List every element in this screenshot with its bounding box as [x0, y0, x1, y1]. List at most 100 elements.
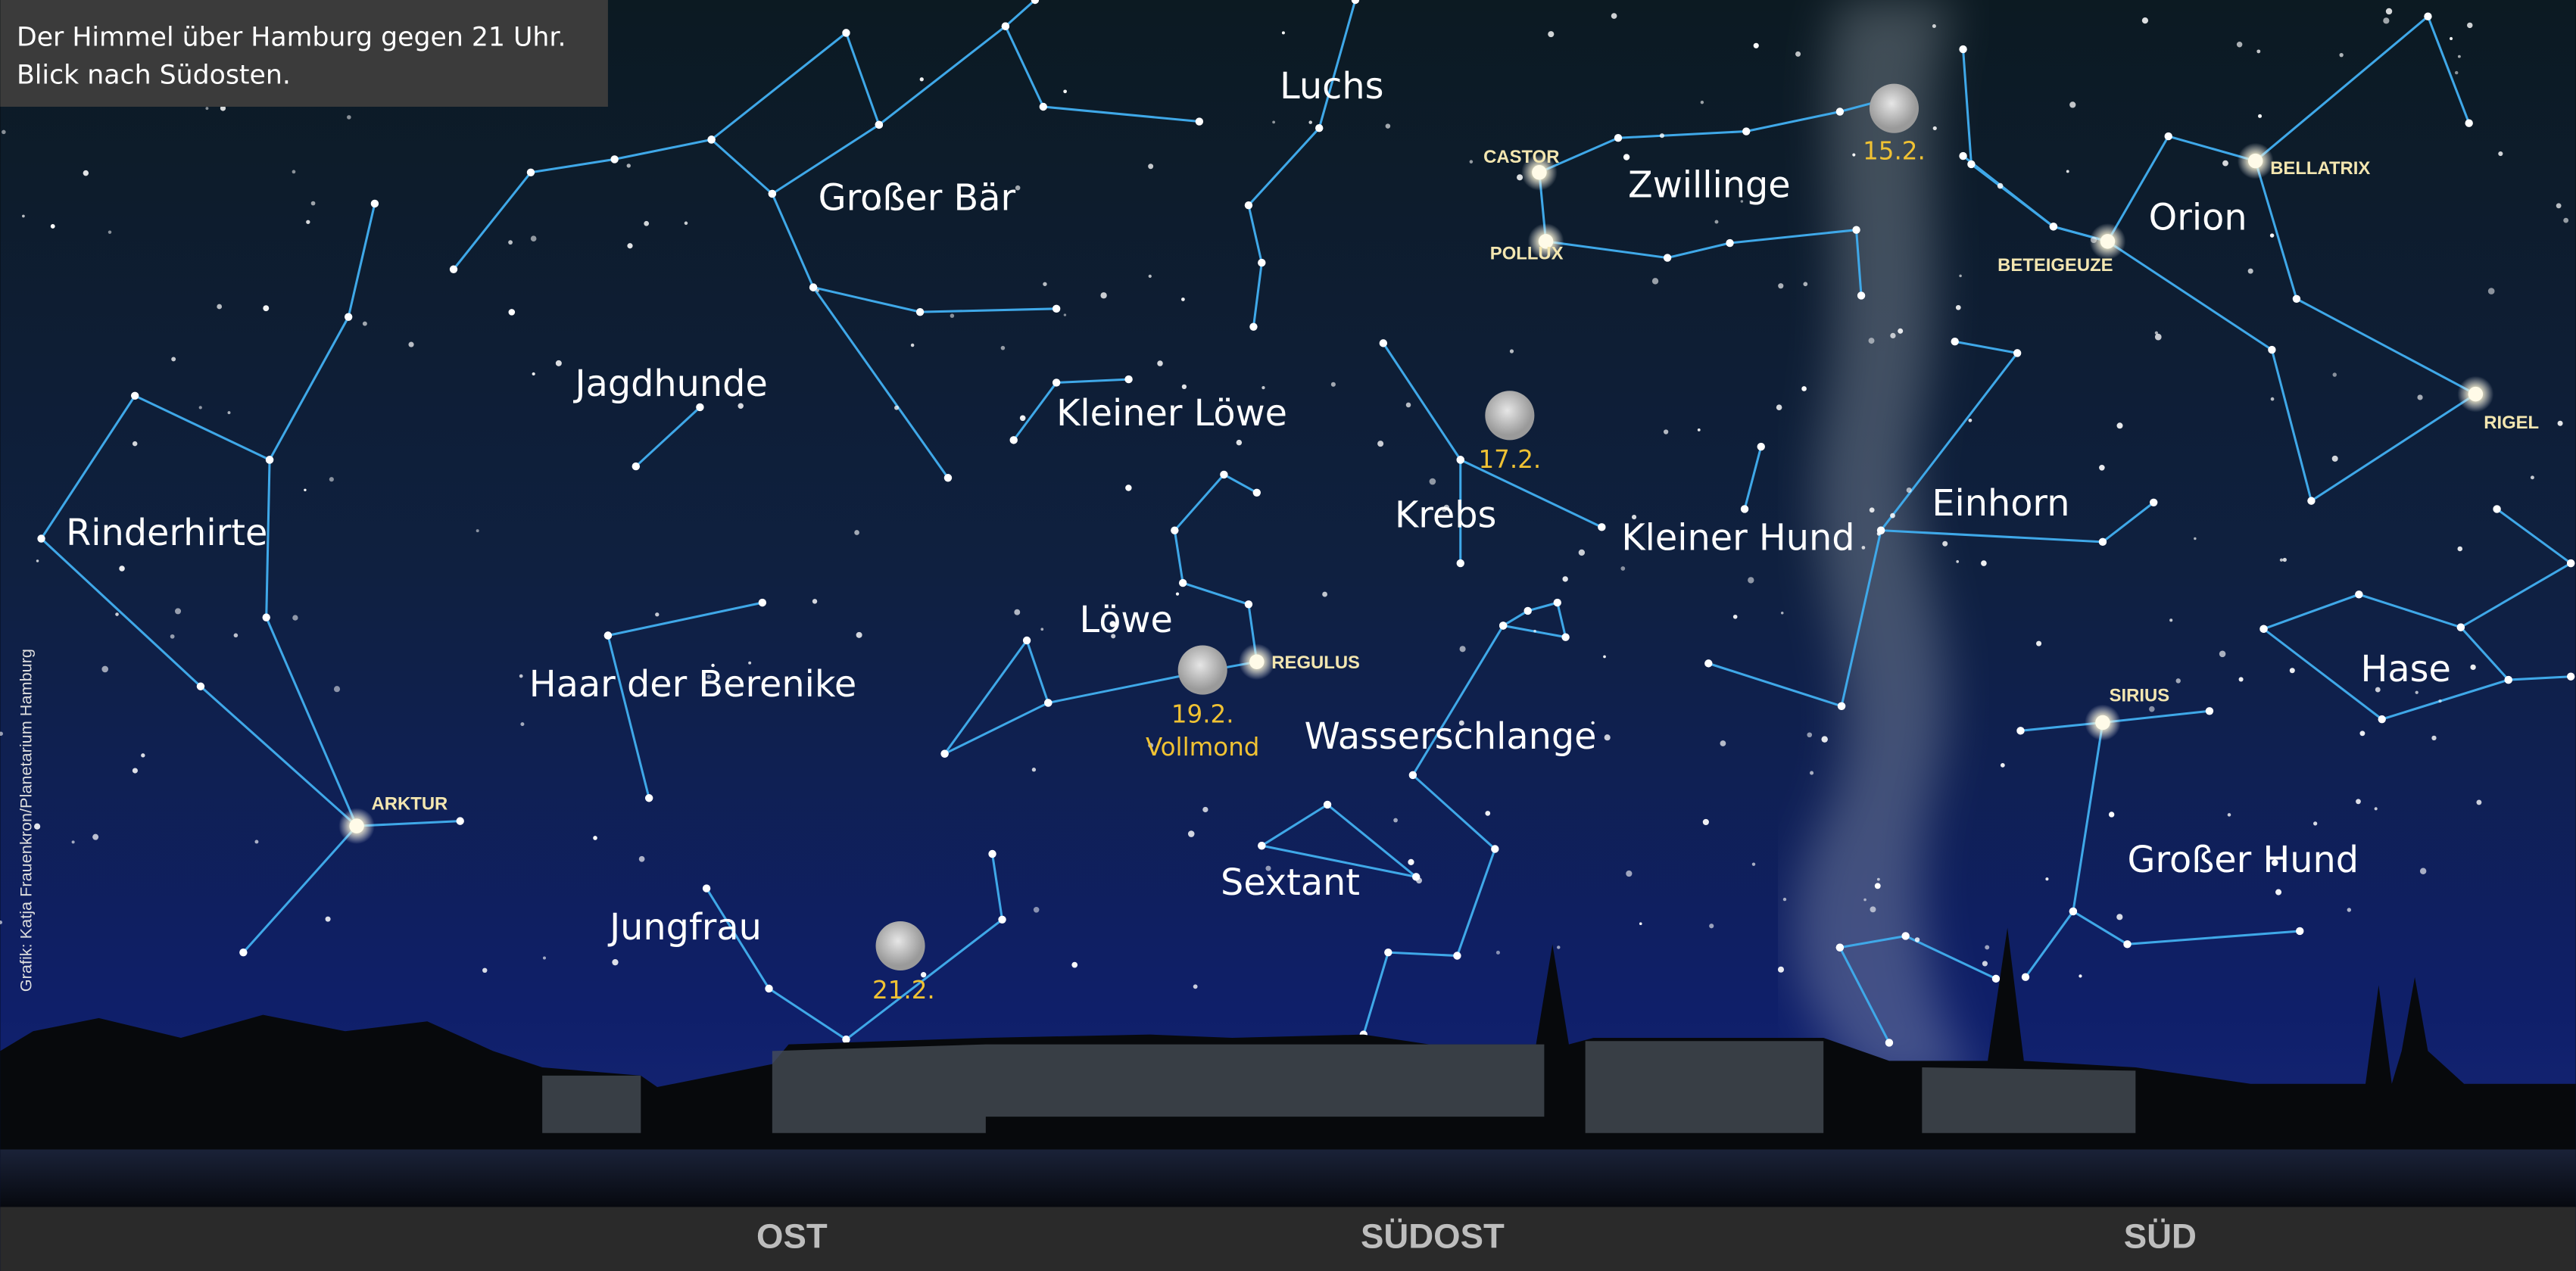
constellation-name: Haar der Berenike [529, 664, 856, 706]
star-dot [1453, 952, 1461, 959]
star-dot [1124, 375, 1132, 383]
star-dot [944, 474, 952, 481]
star-dot [141, 753, 145, 757]
moon-date: 21.2. [872, 976, 935, 1005]
star-dot [131, 392, 139, 400]
star-dot [2271, 397, 2275, 401]
constellation-name: Wasserschlange [1305, 716, 1597, 758]
star-dot [2470, 665, 2475, 670]
star-dot [1781, 612, 1784, 615]
star-dot [1258, 842, 1265, 849]
star-dot [2296, 927, 2303, 935]
star-dot [1457, 559, 1464, 567]
star-dot [2458, 55, 2461, 58]
constellation-name: Jagdhunde [573, 363, 768, 405]
star-dot [199, 406, 202, 409]
star-dot [527, 169, 535, 176]
constellation-name: Löwe [1080, 600, 1173, 641]
bright-star [2095, 715, 2110, 731]
star-label: BELLATRIX [2270, 158, 2370, 179]
star-dot [1579, 550, 1585, 556]
star-dot [1308, 120, 1312, 124]
star-dot [1176, 593, 1179, 596]
star-dot [345, 313, 352, 320]
star-dot [1408, 859, 1414, 865]
star-dot [2417, 394, 2422, 400]
star-dot [1701, 101, 1704, 104]
star-dot [37, 534, 45, 542]
star-dot [1875, 883, 1881, 889]
star-dot [2465, 119, 2472, 126]
star-dot [170, 634, 175, 639]
star-dot [2099, 538, 2107, 546]
star-dot [83, 170, 89, 176]
star-dot [1064, 313, 1066, 316]
star-dot [2069, 908, 2077, 915]
star-dot [1393, 818, 1398, 823]
star-dot [263, 613, 270, 621]
star-dot [2117, 422, 2123, 428]
star-dot [1406, 403, 1411, 408]
star-dot [1430, 478, 1436, 485]
star-dot [1742, 127, 1750, 135]
constellation-name: Hase [2361, 649, 2451, 690]
star-dot [911, 344, 915, 347]
star-dot [1869, 338, 1875, 344]
moon [876, 921, 925, 970]
star-dot [450, 266, 457, 273]
star-dot [1741, 505, 1748, 512]
constellation-name: Großer Bär [819, 178, 1016, 220]
star-dot [36, 559, 39, 562]
direction: SÜDOST [1361, 1217, 1505, 1256]
star-dot [2036, 641, 2041, 646]
star-dot [2556, 203, 2562, 208]
star-dot [2531, 475, 2534, 479]
star-dot [2378, 715, 2386, 723]
star-dot [2069, 101, 2075, 107]
star-dot [1561, 633, 1569, 640]
star-dot [816, 289, 819, 292]
star-dot [1149, 275, 1152, 278]
star-dot [1253, 489, 1261, 497]
star-dot [1801, 386, 1807, 391]
star-dot [2375, 807, 2378, 810]
star-dot [2355, 590, 2362, 598]
star-dot [1524, 607, 1532, 615]
star-dot [2313, 821, 2317, 825]
star-dot [1620, 566, 1625, 571]
constellation-name: Kleiner Hund [1621, 518, 1854, 559]
star-dot [1182, 385, 1187, 389]
direction: SÜD [2124, 1217, 2197, 1256]
star-dot [1499, 621, 1507, 629]
constellation-name: Krebs [1395, 494, 1496, 536]
star-dot [1324, 801, 1331, 808]
star-dot [2415, 691, 2419, 694]
star-dot [2563, 218, 2568, 223]
star-dot [2424, 12, 2431, 20]
star-dot [1157, 360, 1163, 366]
star-dot [2270, 233, 2274, 237]
star-dot [1664, 429, 1668, 434]
star-dot [1956, 560, 1959, 563]
star-dot [371, 200, 379, 207]
star-dot [809, 283, 817, 291]
star-dot [1237, 440, 1242, 445]
star-dot [2498, 151, 2503, 156]
star-dot [1043, 282, 1046, 286]
star-dot [2116, 914, 2122, 920]
star-dot [1386, 123, 1391, 129]
star-dot [1603, 656, 1606, 659]
star-dot [842, 1036, 850, 1043]
star-dot [1193, 984, 1198, 989]
star-dot [1778, 283, 1783, 288]
constellation-name: Zwillinge [1628, 164, 1791, 206]
star-dot [2022, 973, 2029, 980]
star-dot [326, 917, 331, 922]
star-dot [508, 240, 513, 245]
star-label: POLLUX [1490, 244, 1564, 264]
star-dot [363, 322, 367, 326]
star-dot [2001, 763, 2005, 768]
star-dot [1245, 600, 1252, 608]
star-dot [1457, 456, 1464, 463]
star-dot [1322, 592, 1327, 597]
